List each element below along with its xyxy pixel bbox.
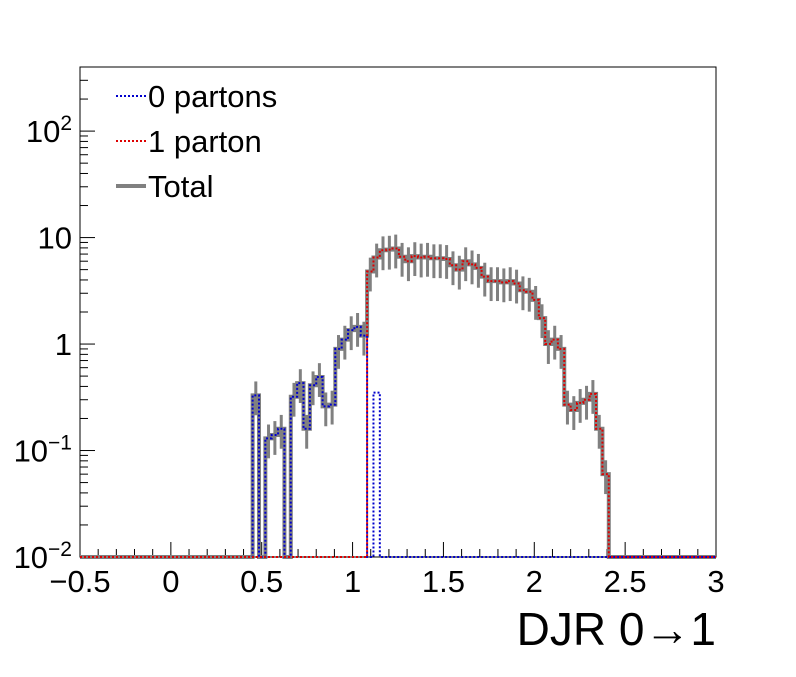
y-tick-label: 10−1 [14,432,72,469]
legend: 0 partons 1 parton Total [116,79,277,204]
legend-label: Total [148,169,213,204]
series-line-0-partons [80,325,716,558]
x-tick-label: 0.5 [240,564,283,599]
tick-labels: −0.5 0 0.5 1 1.5 2 2.5 3 10−2 10−1 1 10 102 [14,112,725,599]
series-line-total [80,246,716,559]
y-tick-label: 102 [26,112,72,149]
series-line-1-parton [80,247,716,558]
x-tick-label: −0.5 [49,564,110,599]
x-axis-title: DJR 0→1 [517,603,716,655]
x-tick-label: 2 [526,564,543,599]
y-tick-label: 1 [55,327,72,362]
x-tick-label: 1 [344,564,361,599]
series-layer [80,234,716,559]
legend-label: 1 parton [148,124,262,159]
x-tick-label: 1.5 [422,564,465,599]
legend-label: 0 partons [148,79,277,114]
x-tick-label: 3 [707,564,724,599]
x-tick-label: 0 [162,564,179,599]
y-tick-label: 10−2 [14,538,72,575]
y-tick-label: 10 [38,221,72,256]
x-tick-label: 2.5 [604,564,647,599]
